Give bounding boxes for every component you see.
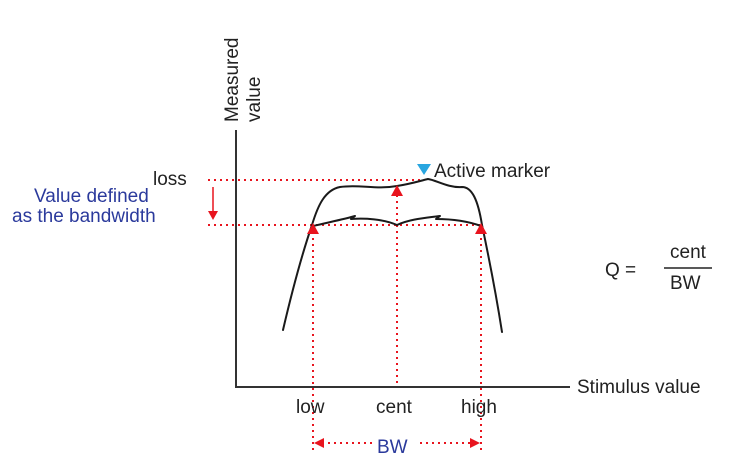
active-marker-icon — [417, 164, 431, 175]
tick-high: high — [461, 397, 497, 418]
tick-cent: cent — [376, 397, 413, 418]
high-marker — [475, 223, 487, 234]
low-marker — [307, 223, 319, 234]
formula-lhs: Q = — [605, 260, 636, 281]
level-diff-arrowhead — [208, 211, 218, 220]
bw-left-arrowhead — [314, 438, 324, 448]
cent-marker — [391, 185, 403, 196]
tick-low: low — [296, 397, 325, 418]
active-marker-label: Active marker — [434, 161, 551, 182]
formula-denominator: BW — [670, 273, 701, 294]
bw-label: BW — [377, 437, 408, 453]
response-curve — [282, 178, 503, 333]
x-axis-label: Stimulus value — [577, 377, 701, 398]
formula-numerator: cent — [670, 242, 707, 263]
bandwidth-trace — [312, 215, 482, 227]
bandwidth-note-line2: as the bandwidth — [12, 206, 156, 227]
y-axis-label-line2: value — [244, 77, 265, 122]
bandwidth-note-line1: Value defined — [34, 186, 149, 207]
bw-right-arrowhead — [470, 438, 480, 448]
y-axis-label-line1: Measured — [222, 38, 243, 123]
loss-label: loss — [153, 169, 187, 190]
